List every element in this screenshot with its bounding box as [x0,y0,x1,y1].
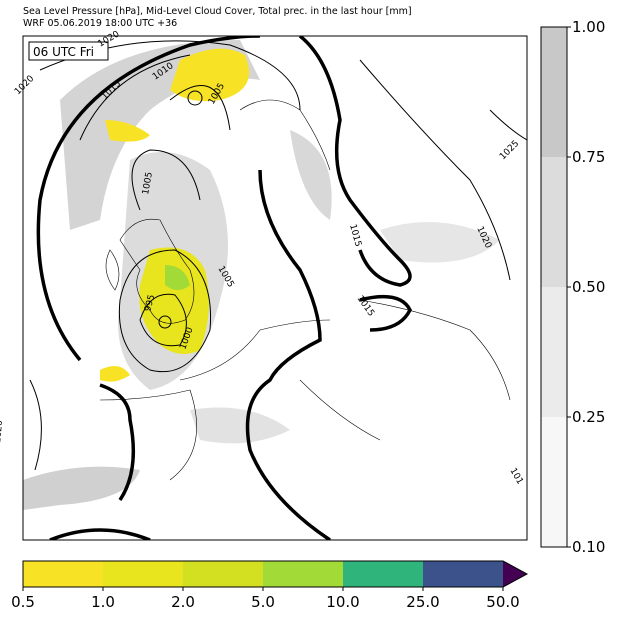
colorbar-tick-label: 0.50 [572,278,605,296]
colorbar-segment [343,561,423,587]
isobar [29,40,527,471]
colorbar-tick-label: 0.10 [572,538,605,556]
coastline [105,218,195,324]
isobar-label: 1005 [141,171,155,195]
colorbar-segment [183,561,263,587]
time-box [28,41,109,61]
colorbar-tick-label: 50.0 [486,593,519,611]
isobar-label: 995 [143,294,157,313]
colorbar-tick-label: 2.0 [171,593,195,611]
colorbar-segment [541,417,567,547]
colorbar-tick-label: 1.0 [91,593,115,611]
precip-area [100,366,130,382]
colorbar-segment [103,561,183,587]
colorbar-segment [541,157,567,287]
map-frame [22,35,528,541]
colorbar-tick-label: 0.75 [572,148,605,166]
colorbar-segment [23,561,103,587]
colorbar-tick-label: 10.0 [326,593,359,611]
colorbar-segment [541,287,567,417]
title: Sea Level Pressure [hPa], Mid-Level Clou… [23,6,412,17]
cloud-colorbar: 0.10 0.25 0.50 0.75 1.00 [540,18,605,556]
cloud-area [190,407,290,444]
isobar [158,315,172,329]
colorbar-tick-label: 0.5 [11,593,35,611]
colorbar-segment [541,27,567,157]
cloud-area [23,466,140,510]
cloud-area [380,222,500,263]
colorbar-segment [263,561,343,587]
cloud-area [290,130,332,220]
thick-isobar [36,36,412,540]
time-label: 06 UTC Fri [33,45,94,59]
colorbar-segment [423,561,503,587]
precip-area [165,265,190,290]
colorbar-tick-label: 0.25 [572,408,605,426]
precip-area [105,120,150,142]
colorbar-tick-label: 5.0 [251,593,275,611]
colorbar-extend [503,561,527,587]
isobar-label: 1020 [0,420,5,444]
colorbar-tick-label: 25.0 [406,593,439,611]
map-panel: 06 UTC Fri 1020 1020 1015 1010 1005 1005… [0,29,528,541]
colorbar-frame [22,560,529,588]
precip-colorbar: 0.5 1.0 2.0 5.0 10.0 25.0 50.0 [11,560,529,611]
subtitle: WRF 05.06.2019 18:00 UTC +36 [23,18,177,29]
isobar [187,90,203,106]
colorbar-tick-label: 1.00 [572,18,605,36]
